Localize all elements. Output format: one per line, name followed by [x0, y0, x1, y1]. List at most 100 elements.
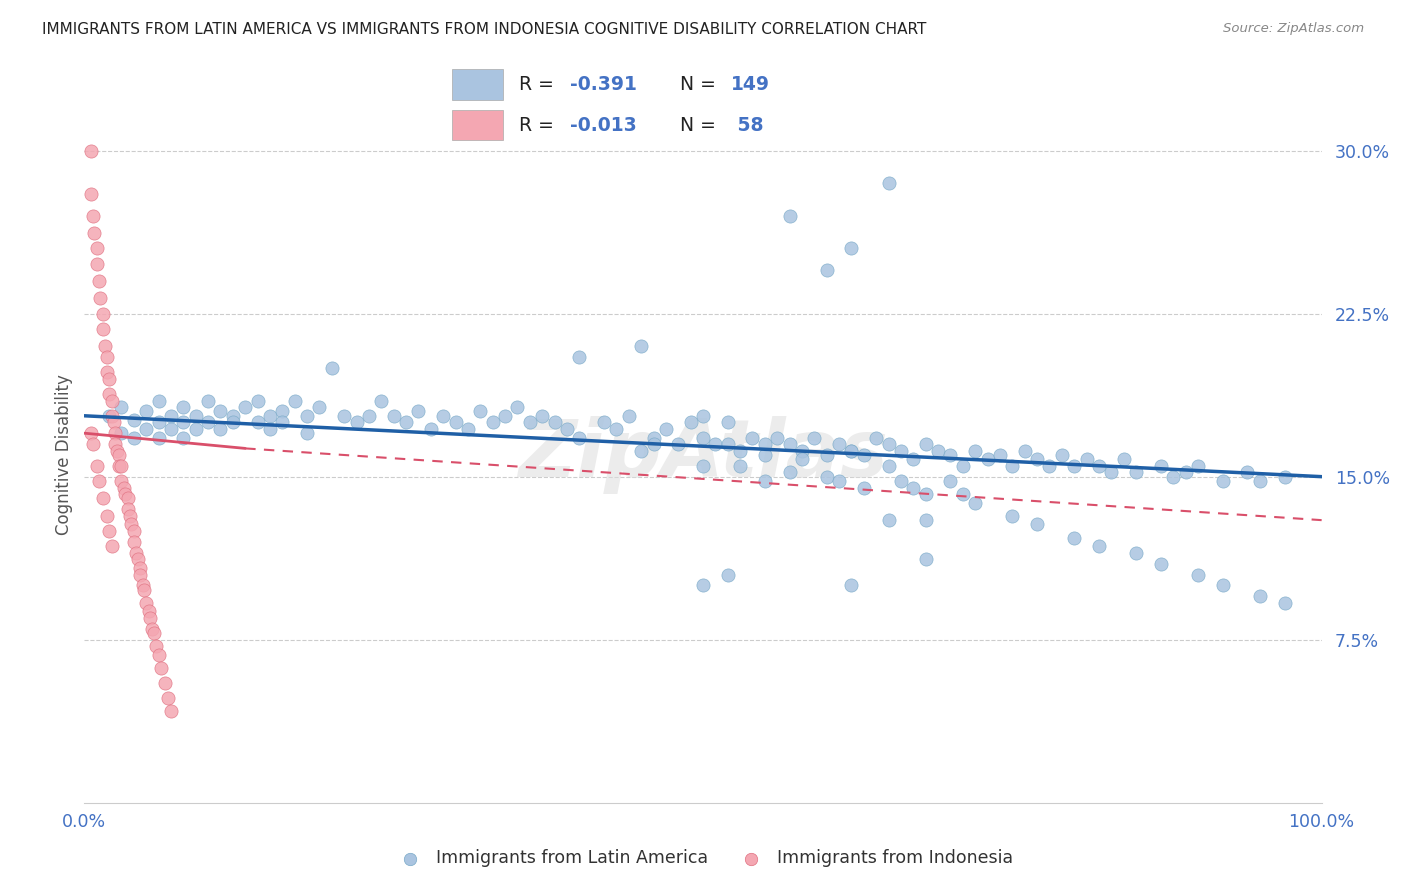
- Point: [1026, 452, 1049, 467]
- Point: [271, 404, 294, 418]
- Point: [135, 596, 157, 610]
- Point: [96, 508, 118, 523]
- Point: [643, 437, 665, 451]
- Point: [494, 409, 516, 423]
- Point: [125, 546, 148, 560]
- Point: [890, 474, 912, 488]
- Point: [120, 508, 142, 523]
- Point: [284, 393, 307, 408]
- Point: [939, 474, 962, 488]
- Point: [110, 474, 132, 488]
- Point: [145, 639, 167, 653]
- Point: [1026, 517, 1049, 532]
- Point: [172, 415, 194, 429]
- Point: [222, 415, 245, 429]
- Point: [1125, 546, 1147, 560]
- Point: [100, 393, 122, 408]
- Point: [79, 186, 101, 201]
- Point: [976, 452, 998, 467]
- Point: [138, 605, 160, 619]
- Point: [271, 415, 294, 429]
- Point: [841, 241, 863, 255]
- Point: [91, 307, 114, 321]
- Point: [172, 431, 194, 445]
- Text: ZipAtlas: ZipAtlas: [517, 416, 889, 494]
- Point: [114, 487, 136, 501]
- Point: [1174, 466, 1197, 480]
- Point: [1063, 531, 1085, 545]
- Point: [988, 448, 1011, 462]
- Point: [841, 443, 863, 458]
- Point: [357, 409, 380, 423]
- Point: [779, 437, 801, 451]
- Point: [1001, 458, 1024, 473]
- Point: [153, 676, 176, 690]
- Text: N =: N =: [681, 116, 721, 135]
- Text: -0.391: -0.391: [569, 75, 637, 94]
- Point: [131, 578, 153, 592]
- Point: [132, 582, 155, 597]
- FancyBboxPatch shape: [451, 70, 503, 100]
- Point: [96, 350, 118, 364]
- Point: [790, 452, 813, 467]
- Point: [728, 443, 751, 458]
- Point: [139, 611, 162, 625]
- Point: [766, 431, 789, 445]
- Point: [914, 513, 936, 527]
- Point: [295, 409, 318, 423]
- Point: [172, 400, 194, 414]
- Point: [79, 426, 101, 441]
- Point: [129, 561, 152, 575]
- Point: [828, 474, 851, 488]
- Point: [197, 415, 219, 429]
- Point: [1014, 443, 1036, 458]
- Point: [1125, 466, 1147, 480]
- Point: [754, 448, 776, 462]
- Point: [630, 339, 652, 353]
- Point: [1249, 474, 1271, 488]
- Point: [135, 422, 157, 436]
- Text: 58: 58: [731, 116, 763, 135]
- Point: [141, 622, 163, 636]
- Point: [605, 422, 627, 436]
- Point: [704, 437, 727, 451]
- Point: [617, 409, 640, 423]
- Point: [1212, 474, 1234, 488]
- Point: [1099, 466, 1122, 480]
- Point: [333, 409, 356, 423]
- Point: [852, 481, 875, 495]
- Point: [89, 474, 111, 488]
- Point: [395, 415, 418, 429]
- Point: [148, 415, 170, 429]
- Point: [233, 400, 256, 414]
- Point: [104, 426, 127, 441]
- Point: [148, 431, 170, 445]
- Point: [914, 437, 936, 451]
- Point: [103, 415, 125, 429]
- Point: [184, 422, 207, 436]
- Point: [89, 291, 111, 305]
- Point: [754, 437, 776, 451]
- Point: [655, 422, 678, 436]
- Point: [779, 209, 801, 223]
- Point: [160, 705, 183, 719]
- Point: [1274, 469, 1296, 483]
- Point: [939, 448, 962, 462]
- Point: [98, 524, 121, 538]
- Point: [259, 422, 281, 436]
- Point: [1150, 557, 1173, 571]
- Point: [142, 626, 165, 640]
- Point: [117, 502, 139, 516]
- FancyBboxPatch shape: [451, 110, 503, 140]
- Text: -0.013: -0.013: [569, 116, 637, 135]
- Point: [108, 448, 131, 462]
- Point: [382, 409, 405, 423]
- Point: [432, 409, 454, 423]
- Point: [803, 431, 825, 445]
- Point: [246, 393, 269, 408]
- Text: R =: R =: [519, 75, 560, 94]
- Point: [519, 415, 541, 429]
- Point: [914, 552, 936, 566]
- Point: [790, 443, 813, 458]
- Point: [122, 431, 145, 445]
